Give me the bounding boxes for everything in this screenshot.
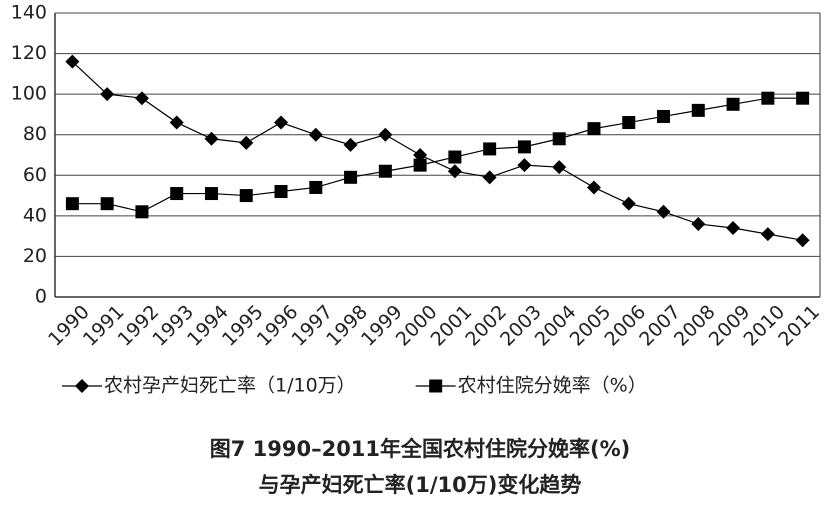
data-point xyxy=(483,142,497,156)
y-tick-label: 60 xyxy=(23,164,47,186)
data-point xyxy=(170,187,184,201)
data-point xyxy=(204,131,219,146)
series-line xyxy=(72,97,803,213)
data-point xyxy=(343,137,358,152)
y-tick-label: 40 xyxy=(23,204,47,226)
data-point xyxy=(621,196,636,211)
data-point xyxy=(274,115,289,130)
data-point xyxy=(65,197,79,211)
y-tick-label: 140 xyxy=(11,2,47,24)
data-point xyxy=(413,158,427,172)
y-tick-label: 20 xyxy=(23,245,47,267)
y-tick-label: 0 xyxy=(35,286,47,308)
data-point xyxy=(204,187,218,201)
data-point xyxy=(796,91,810,105)
data-point xyxy=(622,116,636,130)
data-point xyxy=(239,135,254,150)
data-point xyxy=(309,180,323,194)
y-tick-label: 100 xyxy=(11,83,47,105)
data-point xyxy=(135,205,149,219)
data-point xyxy=(586,180,601,195)
chart-title: 与孕产妇死亡率(1/10万)变化趋势 xyxy=(259,473,582,497)
data-point xyxy=(378,164,392,178)
data-point xyxy=(274,185,288,199)
data-point xyxy=(413,148,428,162)
legend-label: 农村住院分娩率（%） xyxy=(458,375,647,397)
y-tick-label: 80 xyxy=(23,123,47,145)
legend-marker xyxy=(429,379,443,393)
data-point xyxy=(726,97,740,111)
data-point xyxy=(100,87,115,102)
data-point xyxy=(134,91,149,106)
data-point xyxy=(726,221,741,236)
data-point xyxy=(760,227,775,242)
chart-title: 图7 1990–2011年全国农村住院分娩率(%) xyxy=(210,437,631,461)
data-point xyxy=(448,150,462,164)
data-point xyxy=(65,54,80,69)
data-point xyxy=(344,170,358,184)
data-point xyxy=(308,127,323,142)
data-point xyxy=(656,204,671,219)
y-tick-label: 120 xyxy=(11,42,47,64)
data-point xyxy=(552,160,567,175)
data-point xyxy=(657,109,671,123)
data-point xyxy=(691,216,706,231)
legend-label: 农村孕产妇死亡率（1/10万） xyxy=(104,375,356,397)
data-point xyxy=(239,189,253,203)
legend-marker xyxy=(75,379,89,393)
data-point xyxy=(587,122,601,136)
data-point xyxy=(482,170,497,185)
series-line xyxy=(71,61,803,241)
data-point xyxy=(447,164,462,179)
data-point xyxy=(378,127,393,142)
x-tick-label: 2011 xyxy=(774,301,824,351)
data-point xyxy=(169,115,184,130)
data-point xyxy=(795,233,810,248)
data-point xyxy=(552,132,566,146)
data-point xyxy=(517,140,531,154)
data-point xyxy=(691,103,705,117)
data-point xyxy=(100,197,114,211)
data-point xyxy=(517,158,532,173)
data-point xyxy=(761,91,775,105)
